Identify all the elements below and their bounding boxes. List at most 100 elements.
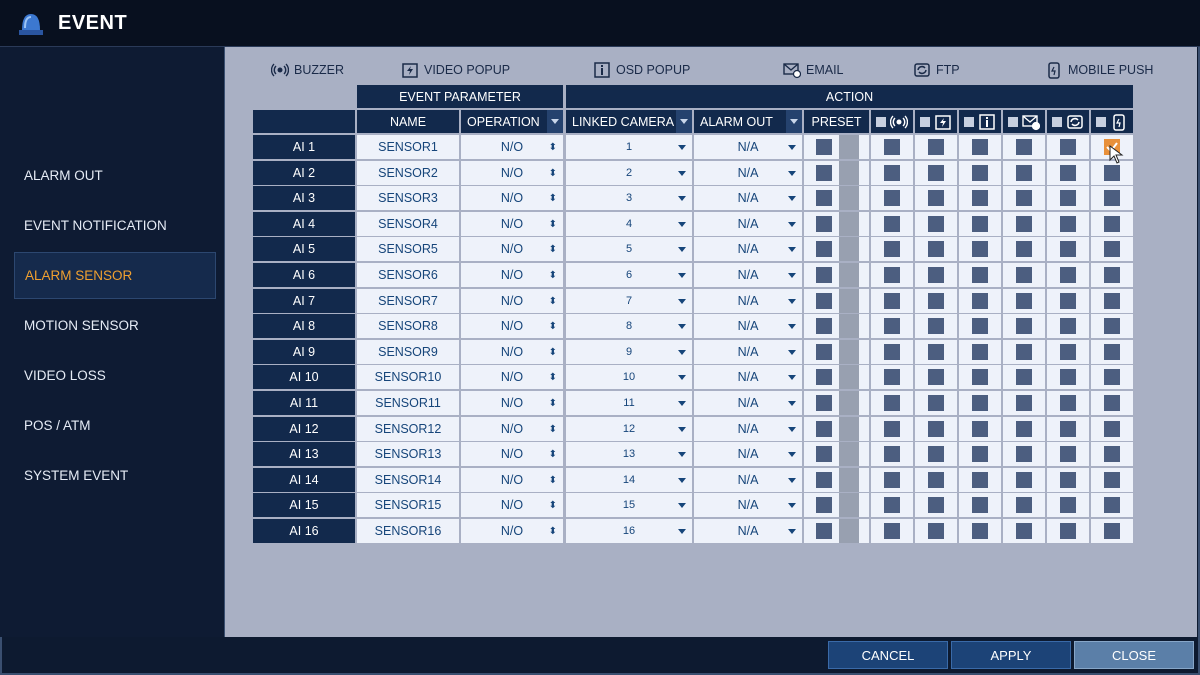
dropdown-arrow-icon[interactable] [788, 221, 796, 227]
linked-camera-select[interactable]: 11 [566, 391, 692, 415]
chevron-down-icon[interactable] [676, 110, 692, 133]
email-checkbox[interactable] [1016, 523, 1032, 539]
video-popup-checkbox[interactable] [928, 395, 944, 411]
linked-camera-select[interactable]: 1 [566, 135, 692, 159]
alarm-out-select[interactable]: N/A [694, 391, 802, 415]
linked-camera-column-header[interactable]: LINKED CAMERA [566, 110, 692, 133]
sensor-name-field[interactable]: SENSOR8 [357, 314, 459, 338]
email-checkbox[interactable] [1016, 139, 1032, 155]
mobile-push-checkbox[interactable] [1104, 369, 1120, 385]
linked-camera-select[interactable]: 12 [566, 417, 692, 441]
alarm-out-select[interactable]: N/A [694, 468, 802, 492]
preset-setup-button[interactable] [839, 135, 859, 159]
osd-popup-checkbox[interactable] [972, 190, 988, 206]
email-checkbox[interactable] [1016, 344, 1032, 360]
preset-checkbox[interactable] [816, 446, 832, 462]
preset-checkbox[interactable] [816, 344, 832, 360]
sensor-name-field[interactable]: SENSOR3 [357, 186, 459, 210]
preset-checkbox[interactable] [816, 318, 832, 334]
ftp-checkbox[interactable] [1060, 369, 1076, 385]
operation-spinner[interactable]: N/O ⬍ [461, 237, 563, 261]
operation-spinner[interactable]: N/O ⬍ [461, 186, 563, 210]
operation-spinner[interactable]: N/O ⬍ [461, 468, 563, 492]
dropdown-arrow-icon[interactable] [678, 246, 686, 252]
updown-arrows-icon[interactable]: ⬍ [548, 499, 557, 511]
sensor-name-field[interactable]: SENSOR11 [357, 391, 459, 415]
dropdown-arrow-icon[interactable] [678, 477, 686, 483]
email-checkbox[interactable] [1016, 293, 1032, 309]
alarm-out-select[interactable]: N/A [694, 519, 802, 543]
ftp-checkbox[interactable] [1060, 344, 1076, 360]
ftp-checkbox[interactable] [1060, 216, 1076, 232]
alarm-out-select[interactable]: N/A [694, 314, 802, 338]
email-checkbox[interactable] [1016, 190, 1032, 206]
operation-spinner[interactable]: N/O ⬍ [461, 493, 563, 517]
alarm-out-select[interactable]: N/A [694, 212, 802, 236]
ftp-checkbox[interactable] [1060, 395, 1076, 411]
email-checkbox[interactable] [1016, 421, 1032, 437]
operation-spinner[interactable]: N/O ⬍ [461, 314, 563, 338]
email-checkbox[interactable] [1016, 369, 1032, 385]
updown-arrows-icon[interactable]: ⬍ [548, 167, 557, 179]
preset-checkbox[interactable] [816, 139, 832, 155]
preset-setup-button[interactable] [839, 186, 859, 210]
sidebar-item-video-loss[interactable]: VIDEO LOSS [24, 368, 106, 383]
operation-spinner[interactable]: N/O ⬍ [461, 519, 563, 543]
buzzer-checkbox[interactable] [884, 216, 900, 232]
ftp-checkbox[interactable] [1060, 190, 1076, 206]
preset-checkbox[interactable] [816, 369, 832, 385]
operation-spinner[interactable]: N/O ⬍ [461, 340, 563, 364]
preset-setup-button[interactable] [839, 161, 859, 185]
select-all-checkbox[interactable] [1008, 116, 1018, 127]
video-popup-checkbox[interactable] [928, 165, 944, 181]
osd-popup-checkbox[interactable] [972, 165, 988, 181]
dropdown-arrow-icon[interactable] [788, 374, 796, 380]
preset-checkbox[interactable] [816, 472, 832, 488]
alarm-out-select[interactable]: N/A [694, 186, 802, 210]
mobile-push-checkbox[interactable] [1104, 395, 1120, 411]
preset-checkbox[interactable] [816, 165, 832, 181]
preset-checkbox[interactable] [816, 293, 832, 309]
dropdown-arrow-icon[interactable] [678, 221, 686, 227]
preset-setup-button[interactable] [839, 519, 859, 543]
updown-arrows-icon[interactable]: ⬍ [548, 474, 557, 486]
chevron-down-icon[interactable] [547, 110, 563, 133]
ftp-checkbox[interactable] [1060, 421, 1076, 437]
buzzer-checkbox[interactable] [884, 395, 900, 411]
buzzer-checkbox[interactable] [884, 369, 900, 385]
mobile-push-checkbox[interactable] [1104, 318, 1120, 334]
buzzer-checkbox[interactable] [884, 472, 900, 488]
preset-setup-button[interactable] [839, 212, 859, 236]
ftp-checkbox[interactable] [1060, 497, 1076, 513]
operation-spinner[interactable]: N/O ⬍ [461, 365, 563, 389]
linked-camera-select[interactable]: 4 [566, 212, 692, 236]
updown-arrows-icon[interactable]: ⬍ [548, 218, 557, 230]
osd-popup-checkbox[interactable] [972, 293, 988, 309]
osd-popup-checkbox[interactable] [972, 241, 988, 257]
dropdown-arrow-icon[interactable] [788, 298, 796, 304]
preset-checkbox[interactable] [816, 241, 832, 257]
osd-popup-checkbox[interactable] [972, 497, 988, 513]
operation-spinner[interactable]: N/O ⬍ [461, 417, 563, 441]
select-all-checkbox[interactable] [920, 116, 930, 127]
dropdown-arrow-icon[interactable] [788, 170, 796, 176]
video-popup-checkbox[interactable] [928, 318, 944, 334]
dropdown-arrow-icon[interactable] [678, 502, 686, 508]
updown-arrows-icon[interactable]: ⬍ [548, 192, 557, 204]
updown-arrows-icon[interactable]: ⬍ [548, 397, 557, 409]
preset-checkbox[interactable] [816, 421, 832, 437]
sidebar-item-pos-atm[interactable]: POS / ATM [24, 418, 91, 433]
sensor-name-field[interactable]: SENSOR7 [357, 289, 459, 313]
email-checkbox[interactable] [1016, 395, 1032, 411]
ftp-checkbox[interactable] [1060, 267, 1076, 283]
video-popup-checkbox[interactable] [928, 344, 944, 360]
preset-setup-button[interactable] [839, 365, 859, 389]
email-checkbox[interactable] [1016, 165, 1032, 181]
preset-setup-button[interactable] [839, 314, 859, 338]
dropdown-arrow-icon[interactable] [788, 323, 796, 329]
close-button[interactable]: CLOSE [1074, 641, 1194, 669]
preset-checkbox[interactable] [816, 267, 832, 283]
buzzer-checkbox[interactable] [884, 139, 900, 155]
email-checkbox[interactable] [1016, 241, 1032, 257]
alarm-out-select[interactable]: N/A [694, 365, 802, 389]
